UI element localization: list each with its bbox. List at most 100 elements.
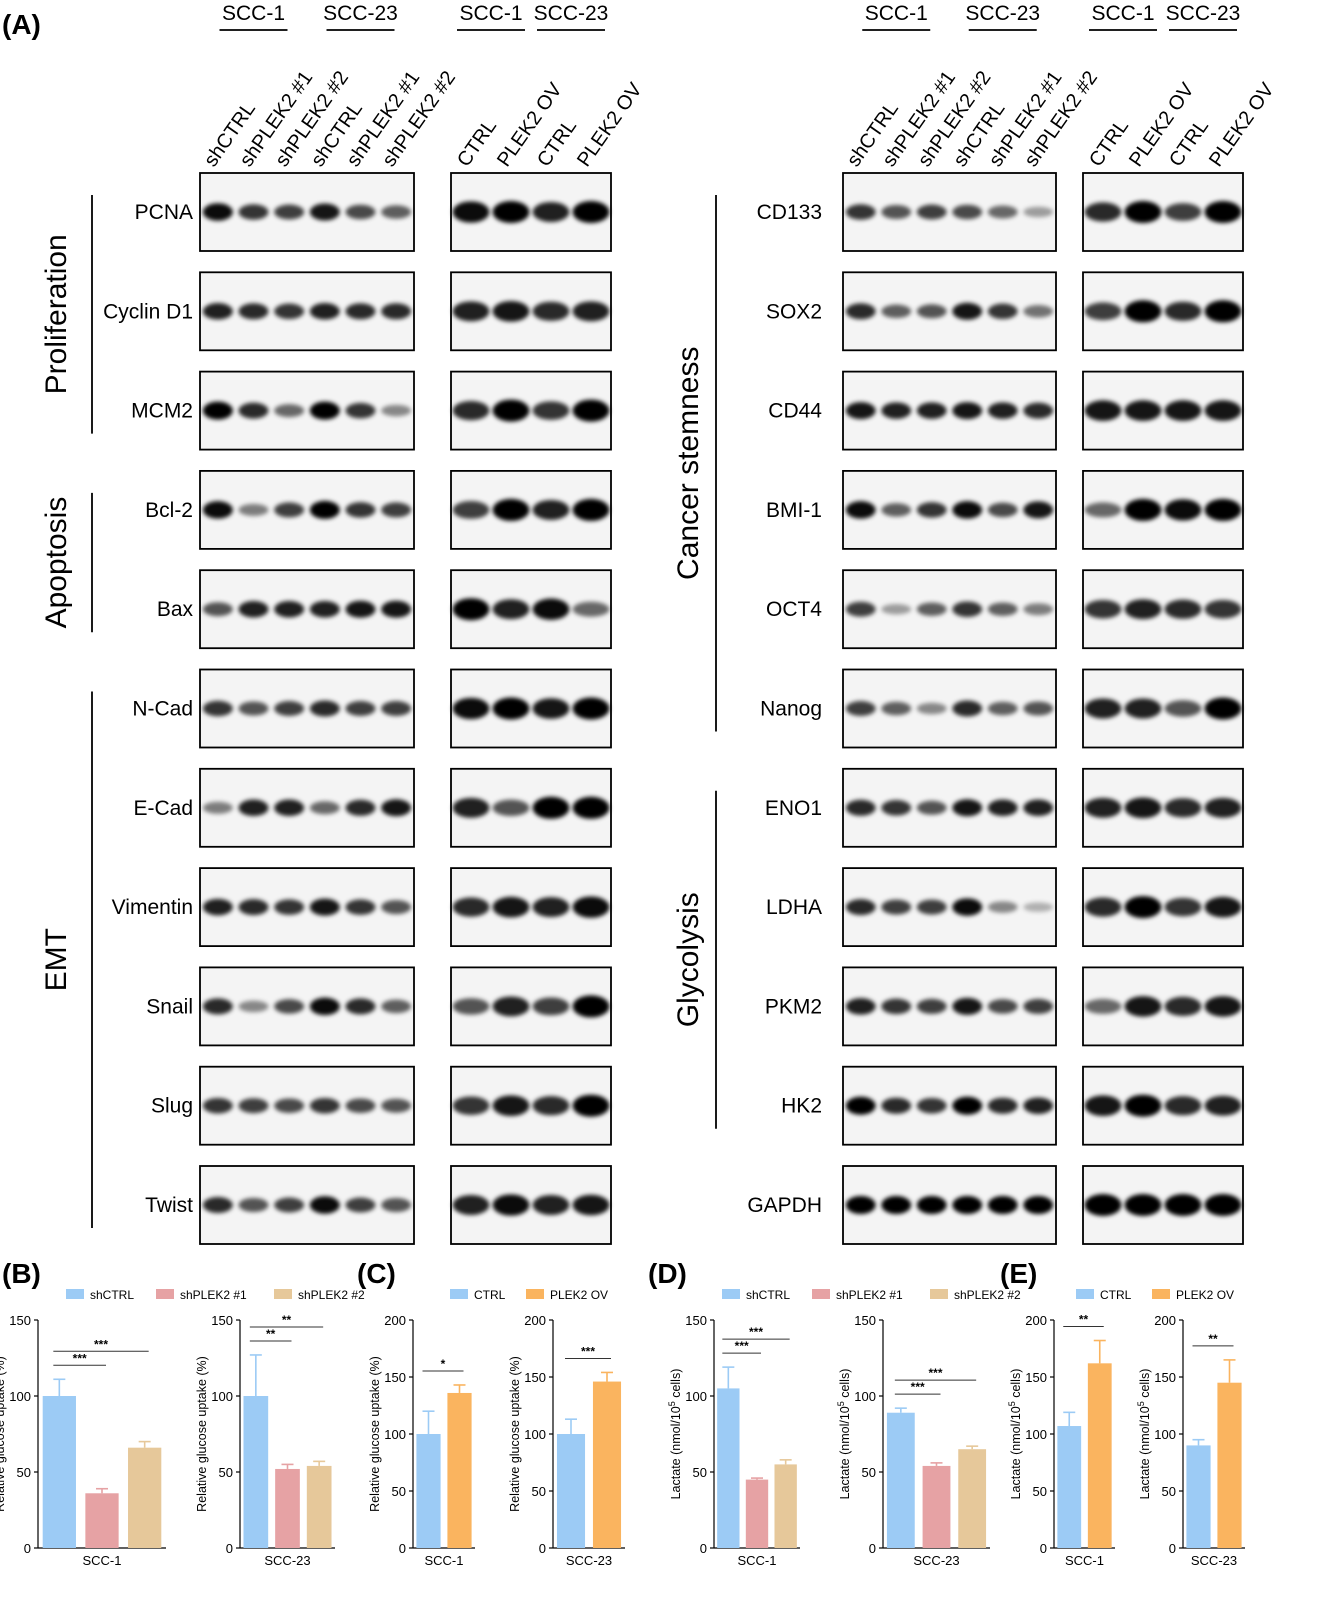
blot-band — [274, 1098, 305, 1113]
blot-band — [492, 498, 530, 521]
protein-label: PKM2 — [765, 995, 822, 1018]
blot-band — [274, 899, 305, 915]
bar — [128, 1447, 162, 1548]
blot-band — [916, 602, 947, 616]
y-tick-label: 150 — [854, 1313, 876, 1328]
y-tick-label: 100 — [524, 1427, 546, 1442]
blot-band — [916, 204, 947, 220]
blot-band — [202, 303, 233, 320]
y-tick-label: 150 — [524, 1370, 546, 1385]
blot-band — [845, 204, 876, 220]
blot-band — [202, 401, 233, 420]
protein-label: SOX2 — [766, 300, 822, 323]
blot-band — [952, 1196, 983, 1214]
blot-band — [916, 702, 947, 715]
blot-band — [532, 897, 570, 918]
x-axis-label: SCC-1 — [82, 1553, 121, 1568]
blot-band — [845, 601, 876, 617]
blot-band — [845, 1096, 876, 1115]
blot-band — [452, 201, 490, 223]
panel-label-D: (D) — [648, 1258, 687, 1289]
x-axis-label: SCC-1 — [424, 1553, 463, 1568]
y-axis-label: Relative glucose uptake (%) — [368, 1356, 382, 1512]
blot-membrane — [842, 569, 1057, 650]
legend-entry: shPLEK2 #2 — [954, 1288, 1021, 1302]
blot-band — [916, 998, 947, 1014]
blot-band — [274, 204, 305, 220]
blot-band — [274, 799, 305, 817]
blot-band — [952, 700, 983, 717]
blot-band — [1204, 201, 1242, 223]
legend-swatch — [1076, 1289, 1094, 1299]
blot-band — [381, 701, 412, 716]
blot-band — [532, 1096, 570, 1116]
blot-band — [987, 999, 1018, 1014]
panel-label-C: (C) — [357, 1258, 396, 1289]
blot-band — [309, 203, 340, 221]
y-tick-label: 150 — [9, 1313, 31, 1328]
group-label: Cancer stemness — [672, 347, 705, 580]
blot-band — [572, 399, 610, 422]
blot-band — [202, 501, 233, 519]
legend-entry: PLEK2 OV — [550, 1288, 608, 1302]
protein-label: MCM2 — [131, 400, 193, 423]
blot-band — [952, 898, 983, 916]
blot-band — [1023, 305, 1054, 318]
cell-line-header: SCC-1 — [1091, 2, 1154, 25]
blot-band — [572, 1194, 610, 1216]
bar — [556, 1434, 586, 1548]
y-axis-label: Relative glucose uptake (%) — [508, 1356, 522, 1512]
y-axis-label-tail: cells) — [1138, 1369, 1152, 1402]
blot-band — [952, 501, 983, 519]
lane-label: PLEK2 OV — [573, 78, 647, 170]
protein-label: E-Cad — [133, 797, 193, 820]
legend-swatch — [450, 1289, 468, 1299]
blot-band — [1164, 599, 1202, 619]
y-axis-label: Lactate (nmol/105 cells) — [836, 1369, 852, 1500]
protein-label: ENO1 — [765, 797, 822, 820]
blot-band — [452, 1195, 490, 1215]
blot-membrane — [199, 172, 415, 252]
y-tick-label: 50 — [1162, 1484, 1176, 1499]
cell-line-header: SCC-1 — [222, 2, 285, 25]
blot-band — [345, 1098, 376, 1113]
bar — [85, 1493, 119, 1548]
y-tick-label: 0 — [700, 1541, 707, 1556]
bar — [42, 1396, 76, 1548]
blot-band — [345, 600, 376, 618]
blot-band — [492, 1194, 530, 1216]
blot-band — [345, 701, 376, 716]
x-axis-label: SCC-23 — [566, 1553, 612, 1568]
blot-band — [1023, 799, 1054, 817]
bar — [243, 1396, 269, 1548]
blot-band — [1124, 698, 1162, 719]
protein-label: OCT4 — [766, 598, 822, 621]
blot-band — [572, 995, 610, 1018]
y-axis-label: Lactate (nmol/105 cells) — [1136, 1369, 1152, 1500]
y-tick-label: 150 — [685, 1313, 707, 1328]
blot-band — [309, 401, 340, 420]
blot-band — [345, 502, 376, 518]
blot-band — [572, 796, 610, 819]
blot-band — [238, 402, 269, 419]
y-tick-label: 0 — [226, 1541, 233, 1556]
bar — [1217, 1382, 1242, 1548]
blot-band — [987, 303, 1018, 320]
blot-band — [572, 896, 610, 918]
protein-label: LDHA — [766, 896, 822, 919]
bar — [886, 1412, 915, 1548]
y-tick-label: 150 — [211, 1313, 233, 1328]
blot-band — [381, 502, 412, 518]
bar — [1186, 1445, 1211, 1548]
blot-band — [202, 1197, 233, 1213]
blot-band — [1023, 603, 1054, 616]
blot-band — [952, 799, 983, 817]
blot-band — [202, 602, 233, 617]
protein-label: CD44 — [768, 400, 822, 423]
blot-band — [1023, 402, 1054, 419]
blot-band — [238, 1198, 269, 1212]
blot-band — [572, 498, 610, 521]
blot-band — [309, 700, 340, 717]
blot-membrane — [199, 867, 415, 947]
